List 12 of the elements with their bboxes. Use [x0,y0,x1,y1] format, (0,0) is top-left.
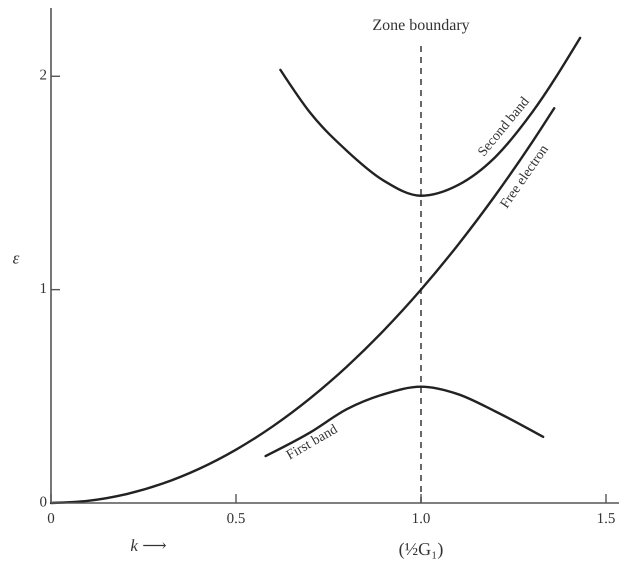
y-tick-label: 2 [40,68,47,84]
line-series [264,386,544,458]
y-axis-title: ε [12,248,20,268]
text: First band [284,422,340,464]
y-tick-label: 1 [40,281,47,298]
ref-line-label: Zone boundary [372,17,470,34]
x-tick-label: 1.5 [596,511,616,527]
x-axis-title: k ⟶ [130,536,167,555]
x-tick-label: 0.5 [226,511,246,527]
text: (½G₁) [398,539,444,559]
x-tick-label: 1.0 [412,511,430,527]
y-tick-label: 0 [40,494,47,510]
